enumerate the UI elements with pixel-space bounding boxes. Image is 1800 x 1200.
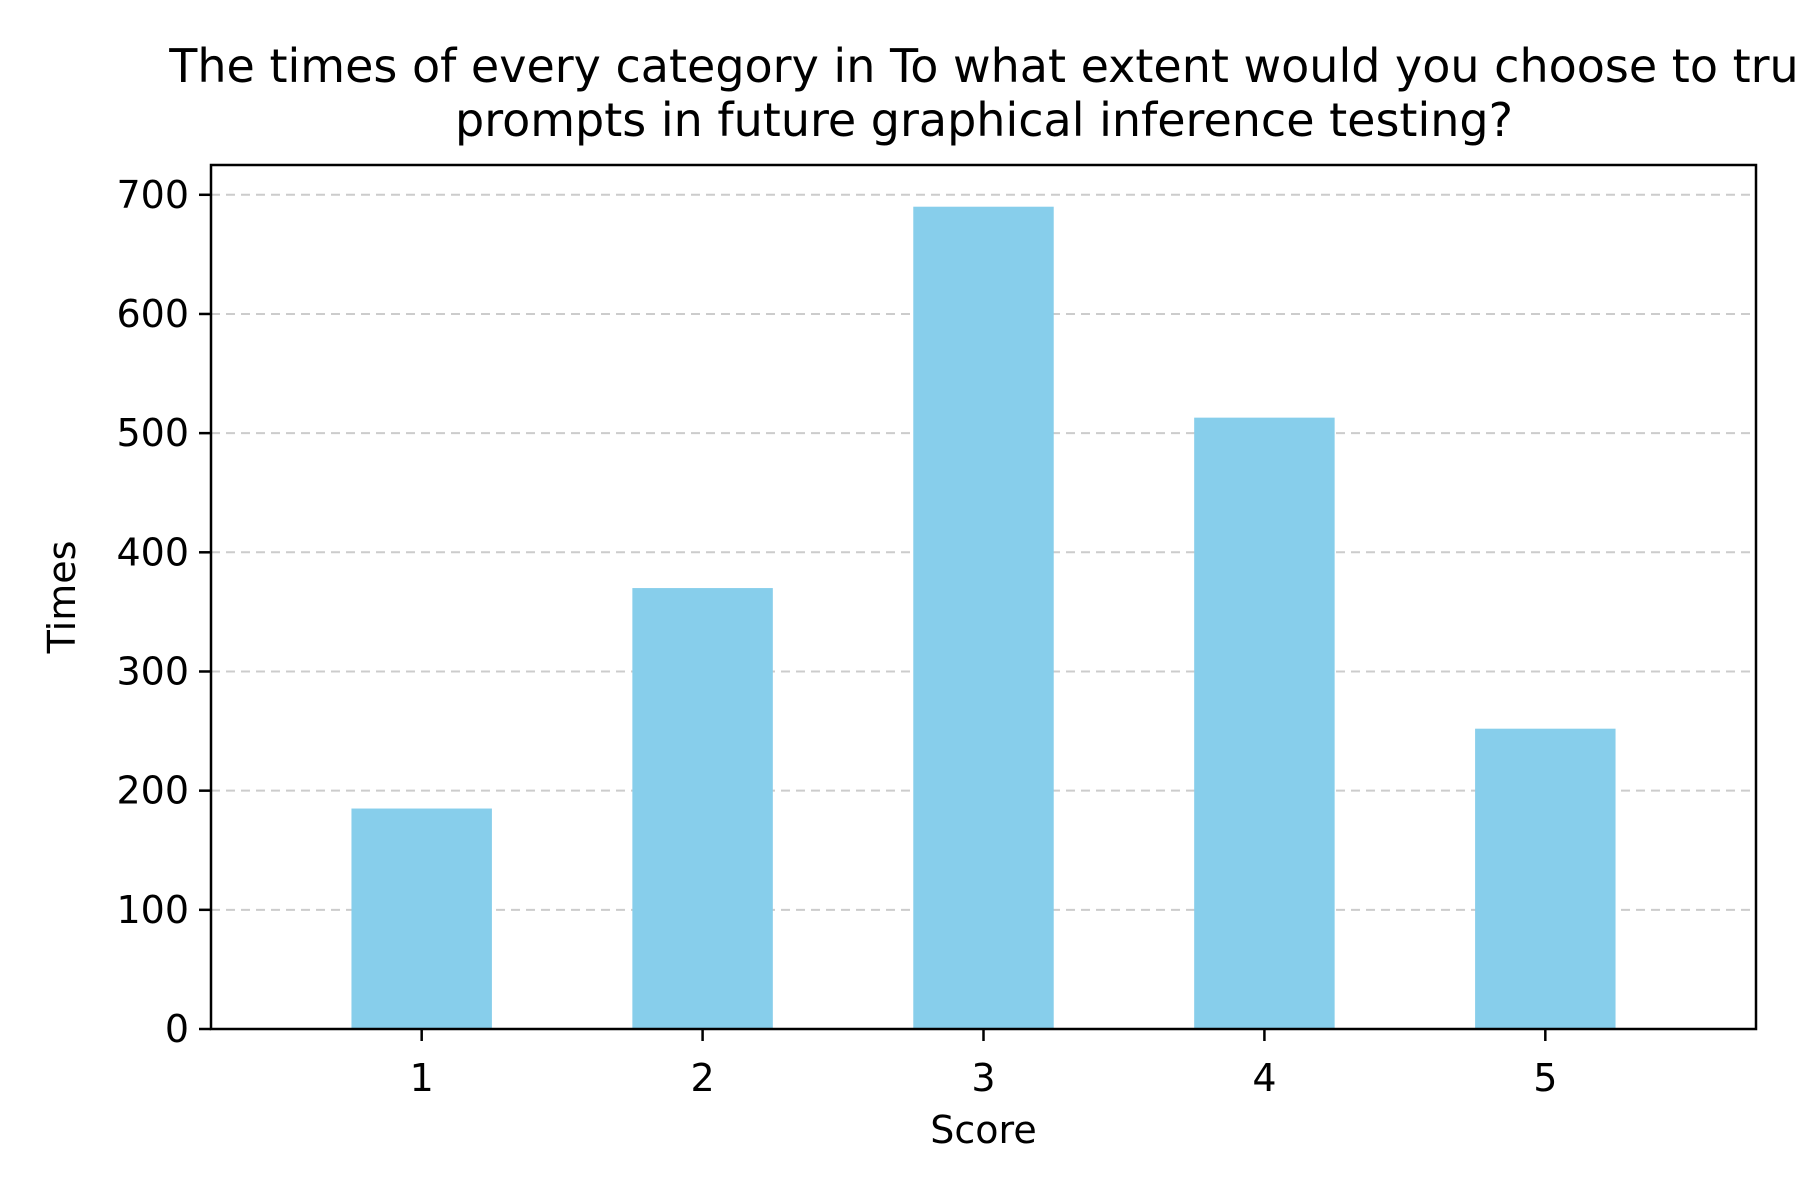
y-tick-label: 300 (116, 649, 189, 693)
chart-title: The times of every category in To what e… (168, 39, 1798, 147)
y-axis-ticks: 0 100 200 300 400 500 600 700 (116, 173, 211, 1051)
bar-score-1 (351, 808, 492, 1029)
y-tick-label: 500 (116, 411, 189, 455)
chart-title-line-2: prompts in future graphical inference te… (455, 93, 1513, 147)
bar-score-5 (1475, 728, 1616, 1029)
y-axis-label: Times (40, 541, 84, 655)
chart-title-line-1: The times of every category in To what e… (168, 39, 1798, 93)
y-tick-label: 700 (116, 173, 189, 217)
x-tick-label: 5 (1533, 1056, 1557, 1100)
y-tick-label: 200 (116, 769, 189, 813)
bar-score-4 (1194, 417, 1335, 1029)
x-tick-label: 2 (690, 1056, 714, 1100)
y-tick-label: 600 (116, 292, 189, 336)
bar-score-2 (632, 588, 773, 1029)
x-axis-label: Score (930, 1108, 1036, 1152)
y-tick-label: 400 (116, 530, 189, 574)
x-tick-label: 4 (1252, 1056, 1276, 1100)
x-tick-label: 1 (410, 1056, 434, 1100)
x-axis-ticks: 1 2 3 4 5 (410, 1029, 1557, 1100)
bars (351, 206, 1616, 1030)
plot-frame (209, 163, 1758, 1031)
x-tick-label: 3 (971, 1056, 995, 1100)
y-tick-label: 0 (165, 1007, 189, 1051)
y-tick-label: 100 (116, 888, 189, 932)
bar-score-3 (913, 206, 1054, 1030)
